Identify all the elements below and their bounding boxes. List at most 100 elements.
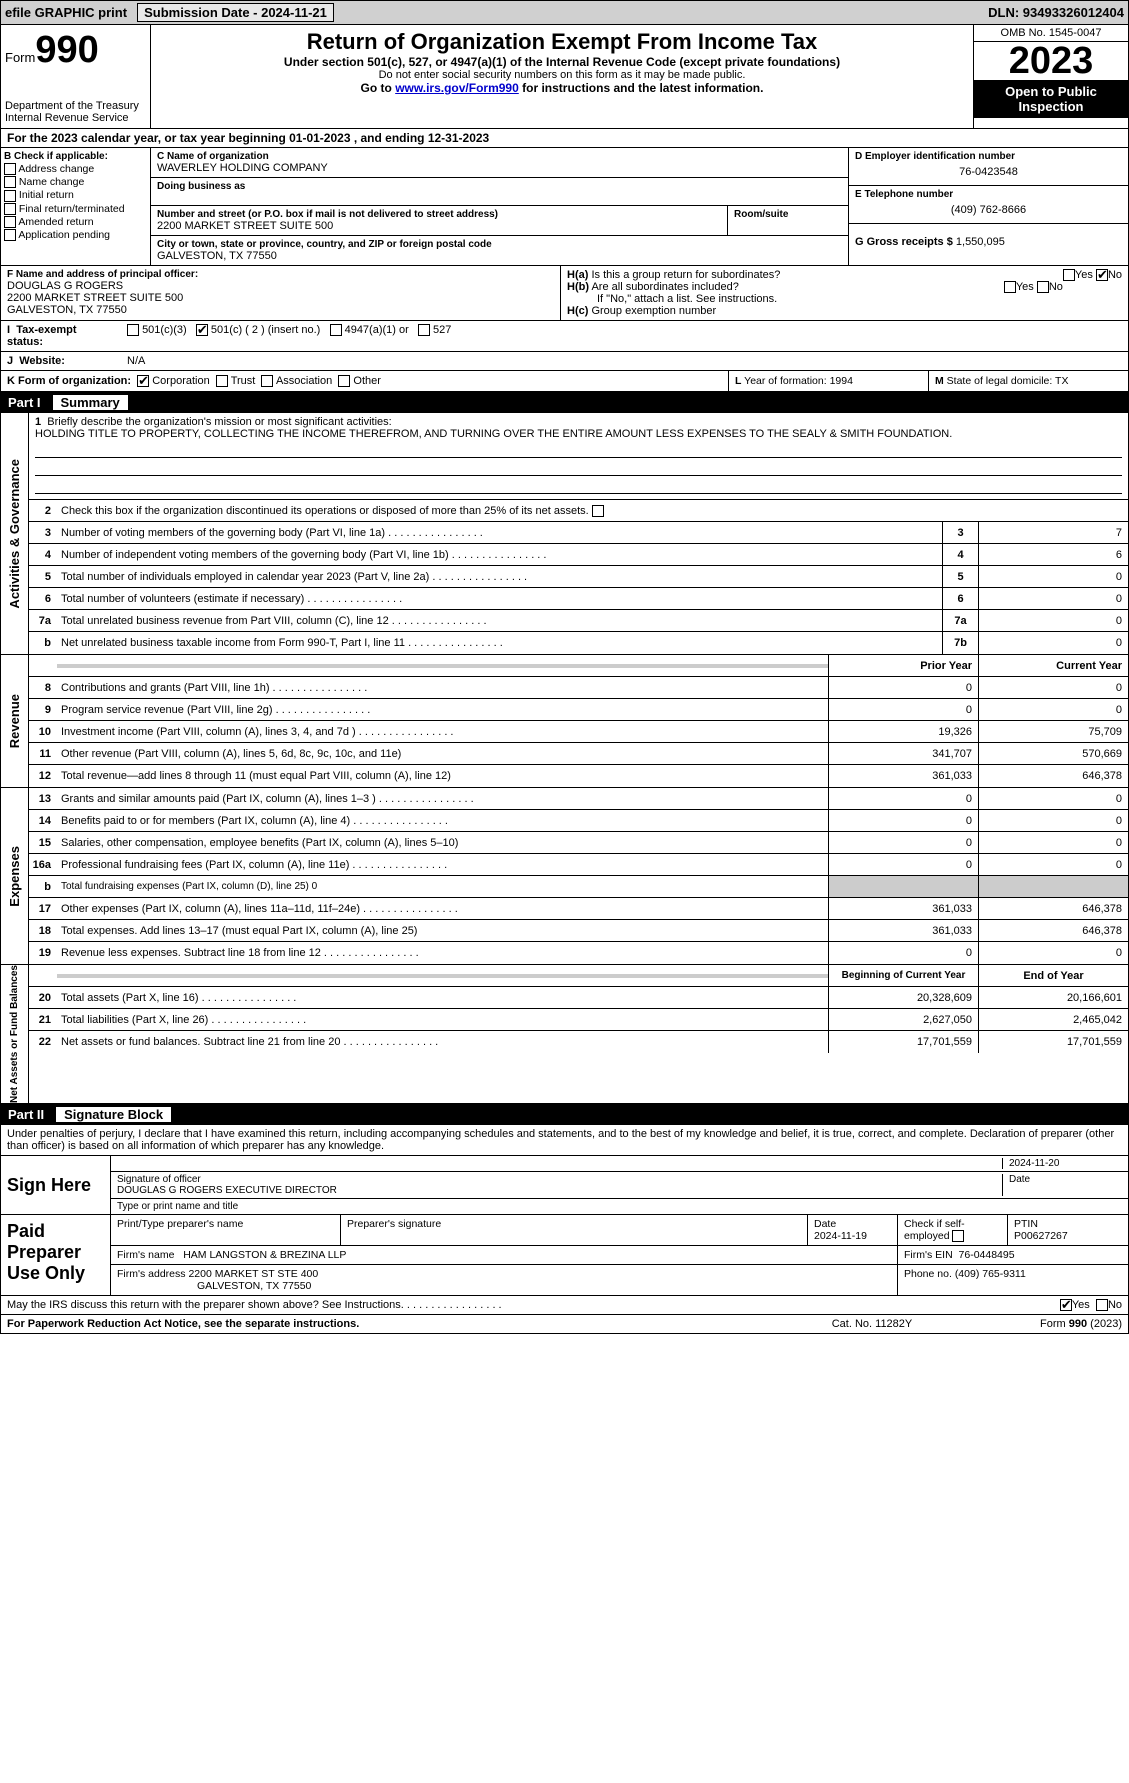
form-header: Form990 Department of the Treasury Inter… <box>0 25 1129 129</box>
gross-receipts-label: G Gross receipts $ <box>855 236 953 248</box>
subtitle-2: Do not enter social security numbers on … <box>157 69 967 81</box>
ck-trust[interactable] <box>216 375 228 387</box>
row-j-website: J Website: N/A <box>0 352 1129 371</box>
addr-label: Number and street (or P.O. box if mail i… <box>157 209 721 220</box>
open-inspection: Open to Public Inspection <box>974 80 1128 118</box>
ck-final-return[interactable]: Final return/terminated <box>4 203 147 215</box>
cat-no: Cat. No. 11282Y <box>772 1318 972 1330</box>
officer-signature: DOUGLAS G ROGERS EXECUTIVE DIRECTOR <box>117 1185 337 1196</box>
b-title: B Check if applicable: <box>4 151 147 162</box>
hdr-prior-year: Prior Year <box>828 655 978 676</box>
val-taxable-income: 0 <box>978 632 1128 654</box>
vtab-net-assets: Net Assets or Fund Balances <box>9 965 20 1103</box>
ck-501c[interactable] <box>196 324 208 336</box>
ck-4947[interactable] <box>330 324 342 336</box>
phone-label: E Telephone number <box>855 189 1122 200</box>
row-k-l-m: K Form of organization: Corporation Trus… <box>0 371 1129 392</box>
paperwork-notice: For Paperwork Reduction Act Notice, see … <box>7 1318 772 1330</box>
ck-association[interactable] <box>261 375 273 387</box>
ck-initial-return[interactable]: Initial return <box>4 189 147 201</box>
ck-amended-return[interactable]: Amended return <box>4 216 147 228</box>
h-b-note: If "No," attach a list. See instructions… <box>567 293 1122 305</box>
vtab-governance: Activities & Governance <box>7 459 22 609</box>
declaration-text: Under penalties of perjury, I declare th… <box>0 1125 1129 1156</box>
net-assets-section: Net Assets or Fund Balances Beginning of… <box>0 965 1129 1104</box>
h-c: H(c) Group exemption number <box>567 305 1122 317</box>
officer-name: DOUGLAS G ROGERS <box>7 280 554 292</box>
type-name-label: Type or print name and title <box>111 1199 1128 1214</box>
row-i-tax-status: I Tax-exempt status: 501(c)(3) 501(c) ( … <box>0 321 1129 352</box>
room-label: Room/suite <box>734 209 842 220</box>
h-b: H(b) Are all subordinates included? Yes … <box>567 281 1122 293</box>
discuss-row: May the IRS discuss this return with the… <box>0 1296 1129 1315</box>
part-1-header: Part I Summary <box>0 392 1129 413</box>
firm-ein: 76-0448495 <box>959 1249 1015 1261</box>
firm-phone: (409) 765-9311 <box>955 1268 1026 1280</box>
expenses-section: Expenses 13Grants and similar amounts pa… <box>0 788 1129 965</box>
top-bar: efile GRAPHIC print Submission Date - 20… <box>0 0 1129 25</box>
form-label: Form990 <box>5 29 146 72</box>
sign-date: 2024-11-20 <box>1002 1158 1122 1169</box>
c-name-label: C Name of organization <box>157 151 842 162</box>
dba-label: Doing business as <box>157 181 842 192</box>
tax-year: 2023 <box>974 42 1128 80</box>
val-volunteers: 0 <box>978 588 1128 609</box>
year-formation: Year of formation: 1994 <box>744 375 853 387</box>
sign-here-label: Sign Here <box>1 1156 111 1214</box>
val-unrelated-rev: 0 <box>978 610 1128 631</box>
ck-discontinued[interactable] <box>592 505 604 517</box>
ck-501c3[interactable] <box>127 324 139 336</box>
ck-application-pending[interactable]: Application pending <box>4 229 147 241</box>
ck-other[interactable] <box>338 375 350 387</box>
hdr-current-year: Current Year <box>978 655 1128 676</box>
val-voting-members: 7 <box>978 522 1128 543</box>
part-2-header: Part II Signature Block <box>0 1104 1129 1125</box>
ck-name-change[interactable]: Name change <box>4 176 147 188</box>
officer-addr1: 2200 MARKET STREET SUITE 500 <box>7 292 554 304</box>
officer-addr2: GALVESTON, TX 77550 <box>7 304 554 316</box>
paid-preparer-label: Paid Preparer Use Only <box>1 1215 111 1295</box>
ck-self-employed[interactable] <box>952 1230 964 1242</box>
footer: For Paperwork Reduction Act Notice, see … <box>0 1315 1129 1334</box>
phone-value: (409) 762-8666 <box>855 200 1122 220</box>
efile-label: efile GRAPHIC print <box>5 5 127 20</box>
ck-address-change[interactable]: Address change <box>4 163 147 175</box>
street-address: 2200 MARKET STREET SUITE 500 <box>157 220 721 232</box>
val-indep-members: 6 <box>978 544 1128 565</box>
firm-address: 2200 MARKET ST STE 400 <box>188 1268 318 1280</box>
city-label: City or town, state or province, country… <box>157 239 842 250</box>
org-name: WAVERLEY HOLDING COMPANY <box>157 162 842 174</box>
prep-date: 2024-11-19 <box>814 1230 867 1242</box>
dept-label: Department of the Treasury Internal Reve… <box>5 100 146 124</box>
mission-label: Briefly describe the organization's miss… <box>47 416 391 428</box>
dln: DLN: 93493326012404 <box>988 5 1124 20</box>
ck-discuss-yes[interactable] <box>1060 1299 1072 1311</box>
irs-link[interactable]: www.irs.gov/Form990 <box>395 81 519 95</box>
ck-527[interactable] <box>418 324 430 336</box>
row-a-period: For the 2023 calendar year, or tax year … <box>0 129 1129 148</box>
firm-name: HAM LANGSTON & BREZINA LLP <box>183 1249 346 1261</box>
ck-discuss-no[interactable] <box>1096 1299 1108 1311</box>
activities-governance-section: Activities & Governance 1 Briefly descri… <box>0 413 1129 655</box>
row-f-h: F Name and address of principal officer:… <box>0 266 1129 321</box>
sign-here-block: Sign Here 2024-11-20 Signature of office… <box>0 1156 1129 1296</box>
form-title: Return of Organization Exempt From Incom… <box>157 29 967 55</box>
vtab-revenue: Revenue <box>7 694 22 748</box>
h-a: H(a) Is this a group return for subordin… <box>567 269 1122 281</box>
vtab-expenses: Expenses <box>7 846 22 907</box>
subtitle-1: Under section 501(c), 527, or 4947(a)(1)… <box>157 55 967 69</box>
ck-corporation[interactable] <box>137 375 149 387</box>
gross-receipts-value: 1,550,095 <box>956 236 1005 248</box>
subtitle-3: Go to www.irs.gov/Form990 for instructio… <box>157 81 967 95</box>
ein-label: D Employer identification number <box>855 151 1122 162</box>
f-label: F Name and address of principal officer: <box>7 269 554 280</box>
submission-date: Submission Date - 2024-11-21 <box>137 3 334 22</box>
revenue-section: Revenue Prior YearCurrent Year 8Contribu… <box>0 655 1129 788</box>
ein-value: 76-0423548 <box>855 162 1122 182</box>
form-footer: Form 990 (2023) <box>972 1318 1122 1330</box>
mission-text: HOLDING TITLE TO PROPERTY, COLLECTING TH… <box>35 428 952 440</box>
city-state-zip: GALVESTON, TX 77550 <box>157 250 842 262</box>
website-value: N/A <box>121 352 1128 370</box>
val-employees: 0 <box>978 566 1128 587</box>
section-b-through-g: B Check if applicable: Address change Na… <box>0 148 1129 266</box>
